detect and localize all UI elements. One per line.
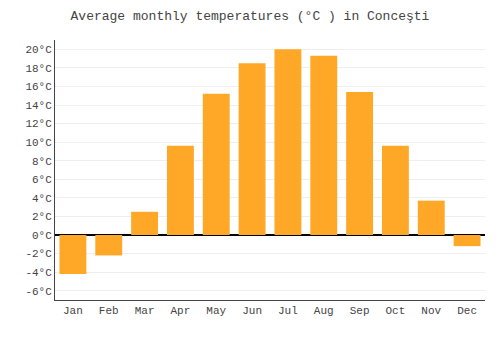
- svg-text:0°C: 0°C: [32, 230, 52, 242]
- svg-text:Aug: Aug: [314, 305, 334, 317]
- svg-text:-4°C: -4°C: [25, 267, 52, 279]
- svg-text:2°C: 2°C: [32, 211, 52, 223]
- svg-text:Jan: Jan: [63, 305, 83, 317]
- svg-text:10°C: 10°C: [25, 137, 52, 149]
- svg-text:20°C: 20°C: [25, 44, 52, 56]
- svg-text:Average monthly temperatures (: Average monthly temperatures (°C ) in Co…: [71, 9, 430, 24]
- svg-text:May: May: [206, 305, 226, 317]
- svg-text:4°C: 4°C: [32, 193, 52, 205]
- svg-text:-2°C: -2°C: [25, 248, 52, 260]
- svg-text:Mar: Mar: [135, 305, 155, 317]
- svg-text:Jun: Jun: [242, 305, 262, 317]
- svg-text:14°C: 14°C: [25, 100, 52, 112]
- svg-text:Nov: Nov: [421, 305, 441, 317]
- svg-text:Oct: Oct: [386, 305, 406, 317]
- svg-text:12°C: 12°C: [25, 118, 52, 130]
- svg-text:Feb: Feb: [99, 305, 119, 317]
- svg-text:-6°C: -6°C: [25, 286, 52, 298]
- svg-text:18°C: 18°C: [25, 63, 52, 75]
- svg-text:Jul: Jul: [278, 305, 298, 317]
- svg-text:Sep: Sep: [350, 305, 370, 317]
- svg-text:6°C: 6°C: [32, 174, 52, 186]
- svg-text:Apr: Apr: [171, 305, 191, 317]
- svg-text:16°C: 16°C: [25, 81, 52, 93]
- svg-text:Dec: Dec: [457, 305, 477, 317]
- svg-text:8°C: 8°C: [32, 156, 52, 168]
